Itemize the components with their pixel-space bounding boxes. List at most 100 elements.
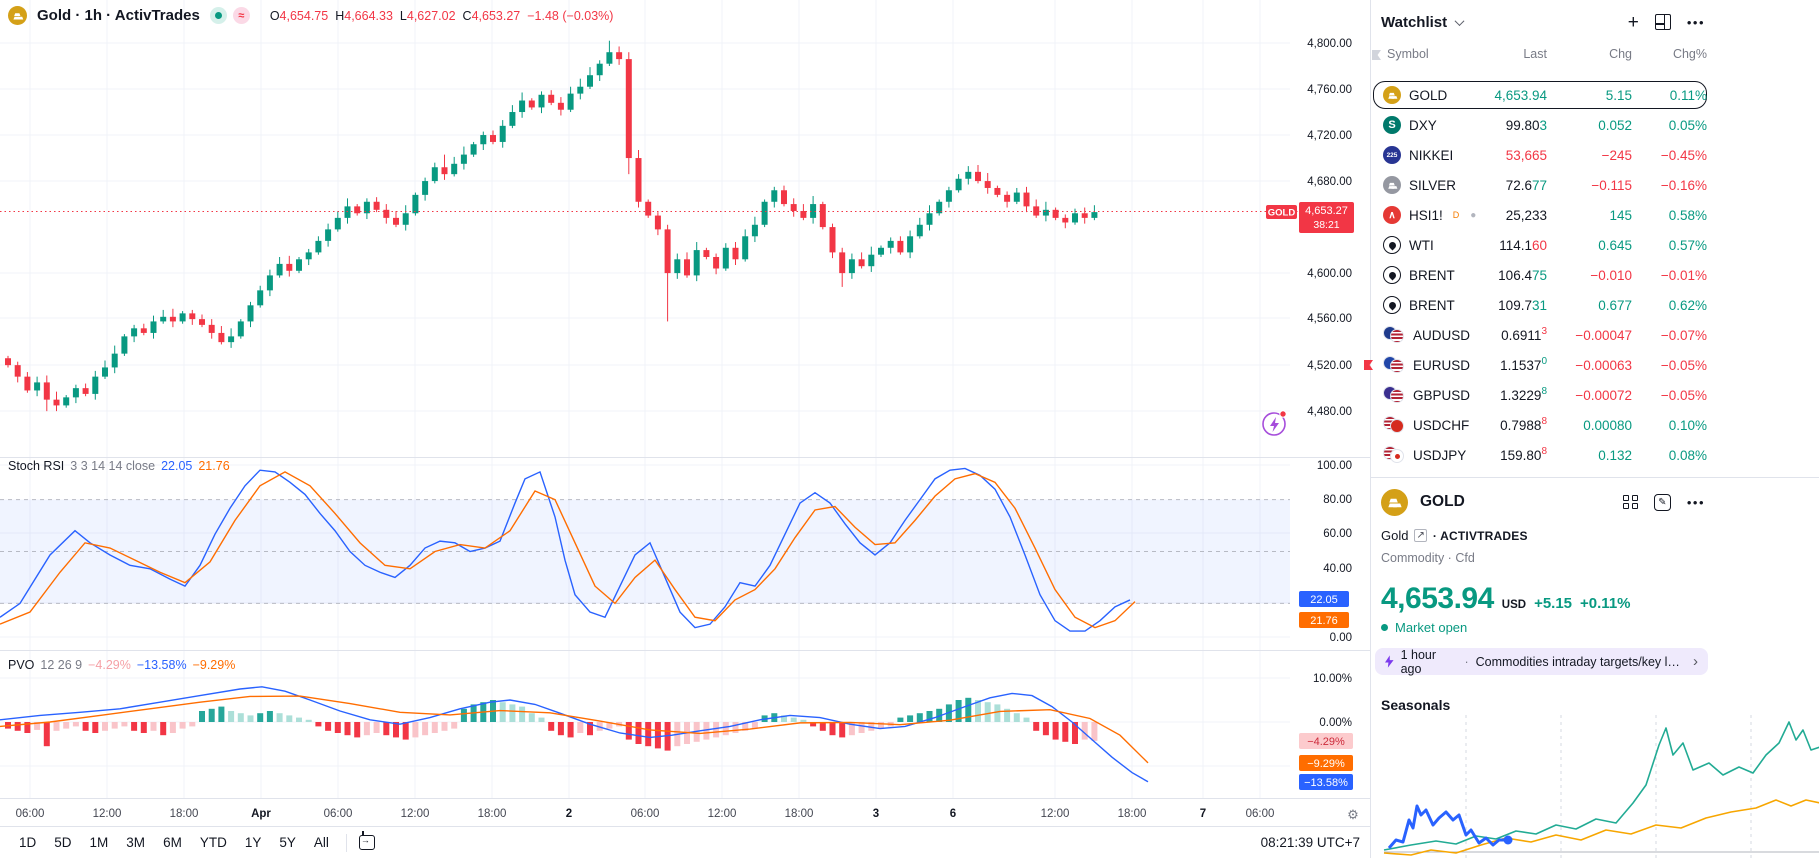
- pvo-line-value: −13.58%: [136, 658, 187, 672]
- stoch-rsi-legend[interactable]: Stoch RSI 3 3 14 14 close 22.05 21.76: [8, 459, 230, 473]
- symbol-name: WTI: [1409, 237, 1434, 253]
- change-percent: 0.62%: [1668, 297, 1707, 313]
- symbol-name: HSI1!: [1409, 207, 1443, 223]
- svg-text:06:00: 06:00: [631, 808, 660, 820]
- pvo-bar: [548, 722, 555, 731]
- last-price: 0.7988 8: [1500, 416, 1547, 433]
- watchlist-row-gold[interactable]: GOLD 4,653.94 5.15 0.11%: [1371, 80, 1711, 110]
- range-button-ytd[interactable]: YTD: [199, 835, 227, 850]
- watchlist-rows: GOLD 4,653.94 5.15 0.11% S DXY 99.80 3 0.052 0.05…: [1364, 80, 1711, 470]
- pvo-bar: [296, 717, 302, 722]
- stoch-d-line: [0, 471, 1136, 629]
- pvo-bar: [819, 722, 826, 731]
- column-chg[interactable]: Chg: [1609, 47, 1632, 61]
- add-symbol-icon[interactable]: +: [1627, 11, 1639, 33]
- layout-squares-icon[interactable]: [1623, 494, 1638, 510]
- delayed-data-icon[interactable]: ≈: [232, 7, 250, 24]
- time-scale[interactable]: 06:00 12:00 18:00 Apr 06:00 12:00 18:00 2 06:00 1…: [16, 807, 1359, 822]
- candle-body: [480, 135, 487, 145]
- watchlist-row-dxy[interactable]: S DXY 99.80 3 0.052 0.05%: [1371, 110, 1711, 140]
- price-scale[interactable]: 4,800.00 4,760.00 4,720.00 4,680.00 4,600.00…: [1307, 38, 1352, 729]
- boost-icon[interactable]: [1262, 410, 1287, 436]
- go-to-date-icon[interactable]: [358, 831, 375, 850]
- watchlist-row-usdjpy[interactable]: USDJPY 159.80 8 0.132 0.08%: [1371, 440, 1711, 470]
- detail-exchange: · ACTIVTRADES: [1432, 528, 1528, 543]
- candle-body: [257, 290, 264, 306]
- watchlist-row-silver[interactable]: SILVER 72.6 77 −0.115 −0.16%: [1371, 170, 1711, 200]
- change-percent: −0.45%: [1660, 147, 1707, 163]
- right-panel: Watchlist + ••• Symbol Last Chg Chg% GOL…: [1364, 0, 1819, 858]
- column-symbol[interactable]: Symbol: [1387, 47, 1429, 61]
- detail-more-icon[interactable]: •••: [1686, 494, 1705, 510]
- detail-instrument-type: Commodity · Cfd: [1381, 551, 1475, 565]
- svg-text:18:00: 18:00: [785, 808, 814, 820]
- detail-source[interactable]: Gold: [1381, 528, 1409, 543]
- pvo-legend[interactable]: PVO 12 26 9 −4.29% −13.58% −9.29%: [8, 658, 235, 672]
- candle-body: [742, 236, 749, 260]
- range-button-5y[interactable]: 5Y: [279, 835, 296, 850]
- range-button-1d[interactable]: 1D: [19, 835, 37, 850]
- seasonals-chart[interactable]: [1371, 715, 1819, 858]
- column-chg-pct[interactable]: Chg%: [1672, 47, 1707, 61]
- external-link-icon[interactable]: ↗: [1414, 529, 1427, 542]
- column-last[interactable]: Last: [1523, 47, 1547, 61]
- candle-body: [169, 316, 176, 322]
- stoch-rsi-name[interactable]: Stoch RSI: [8, 459, 65, 473]
- range-button-all[interactable]: All: [313, 835, 329, 850]
- watchlist-more-icon[interactable]: •••: [1686, 14, 1705, 30]
- edit-note-icon[interactable]: ✎: [1653, 493, 1671, 511]
- range-button-3m[interactable]: 3M: [126, 835, 146, 850]
- candle-body: [189, 313, 196, 320]
- pvo-name[interactable]: PVO: [8, 658, 35, 672]
- chart-bottom-toolbar: 1D 5D 1M 3M 6M YTD 1Y 5Y All 08:21:39 UTC+7: [0, 826, 1370, 858]
- pvo-bar: [509, 704, 516, 722]
- candle-body: [354, 206, 361, 214]
- watchlist-title-menu[interactable]: Watchlist: [1381, 14, 1465, 31]
- layout-grid-icon[interactable]: [1654, 14, 1671, 30]
- pvo-bar: [121, 722, 128, 727]
- pvo-bar: [34, 722, 41, 730]
- watchlist-row-eurusd[interactable]: EURUSD 1.1537 0 −0.00063 −0.05%: [1364, 350, 1711, 380]
- chart-title[interactable]: Gold · 1h · ActivTrades: [37, 7, 200, 24]
- candle-body: [286, 263, 293, 271]
- candle-body: [5, 358, 11, 366]
- chart-legend[interactable]: Gold · 1h · ActivTrades ≈ O4,654.75 H4,66…: [8, 6, 613, 25]
- flagged-marker-icon[interactable]: [1364, 360, 1373, 370]
- watchlist-row-wti[interactable]: WTI 114.1 60 0.645 0.57%: [1371, 230, 1711, 260]
- range-button-1y[interactable]: 1Y: [244, 835, 262, 850]
- candle-body: [121, 336, 128, 354]
- watchlist-row-brent[interactable]: BRENT 109.7 31 0.677 0.62%: [1371, 290, 1711, 320]
- data-status-icon[interactable]: [209, 7, 227, 24]
- candle-body: [24, 376, 31, 391]
- watchlist-row-nikkei[interactable]: 225 NIKKEI 53,665 −245 −0.45%: [1371, 140, 1711, 170]
- watchlist-row-brent[interactable]: BRENT 106.4 75 −0.010 −0.01%: [1371, 260, 1711, 290]
- price-chart-canvas[interactable]: 4,800.00 4,760.00 4,720.00 4,680.00 4,600.00…: [0, 0, 1370, 826]
- range-button-1m[interactable]: 1M: [89, 835, 109, 850]
- candle-body: [897, 240, 904, 253]
- svg-text:4,480.00: 4,480.00: [1307, 406, 1352, 418]
- symbol-name: BRENT: [1409, 297, 1455, 313]
- change-value: −0.00063: [1575, 357, 1632, 373]
- watchlist-row-hsi1[interactable]: ∧ HSI1! D ● 25,233 145 0.58%: [1371, 200, 1711, 230]
- pvo-hist-value: −4.29%: [88, 658, 131, 672]
- range-button-5d[interactable]: 5D: [54, 835, 72, 850]
- candle-body: [422, 181, 429, 195]
- news-headline: Commodities intraday targets/key levels: [1475, 654, 1686, 669]
- candle-body: [975, 171, 981, 182]
- pvo-bar: [63, 722, 70, 729]
- pvo-bar: [1052, 722, 1059, 740]
- change-percent: −0.05%: [1660, 357, 1707, 373]
- candle-body: [790, 204, 797, 211]
- scale-settings-icon[interactable]: ⚙: [1347, 807, 1359, 822]
- watchlist-row-audusd[interactable]: AUDUSD 0.6911 3 −0.00047 −0.07%: [1371, 320, 1711, 350]
- pvo-bar: [1091, 722, 1098, 741]
- watchlist-row-gbpusd[interactable]: GBPUSD 1.3229 8 −0.00072 −0.05%: [1371, 380, 1711, 410]
- change-value: 0.645: [1598, 237, 1632, 253]
- pvo-bar: [810, 722, 817, 727]
- candle-body: [131, 328, 138, 337]
- news-headline-pill[interactable]: 1 hour ago · Commodities intraday target…: [1375, 648, 1708, 676]
- symbol-name: SILVER: [1409, 177, 1457, 193]
- clock[interactable]: 08:21:39 UTC+7: [1260, 835, 1360, 850]
- range-button-6m[interactable]: 6M: [163, 835, 182, 850]
- watchlist-row-usdchf[interactable]: USDCHF 0.7988 8 0.00080 0.10%: [1371, 410, 1711, 440]
